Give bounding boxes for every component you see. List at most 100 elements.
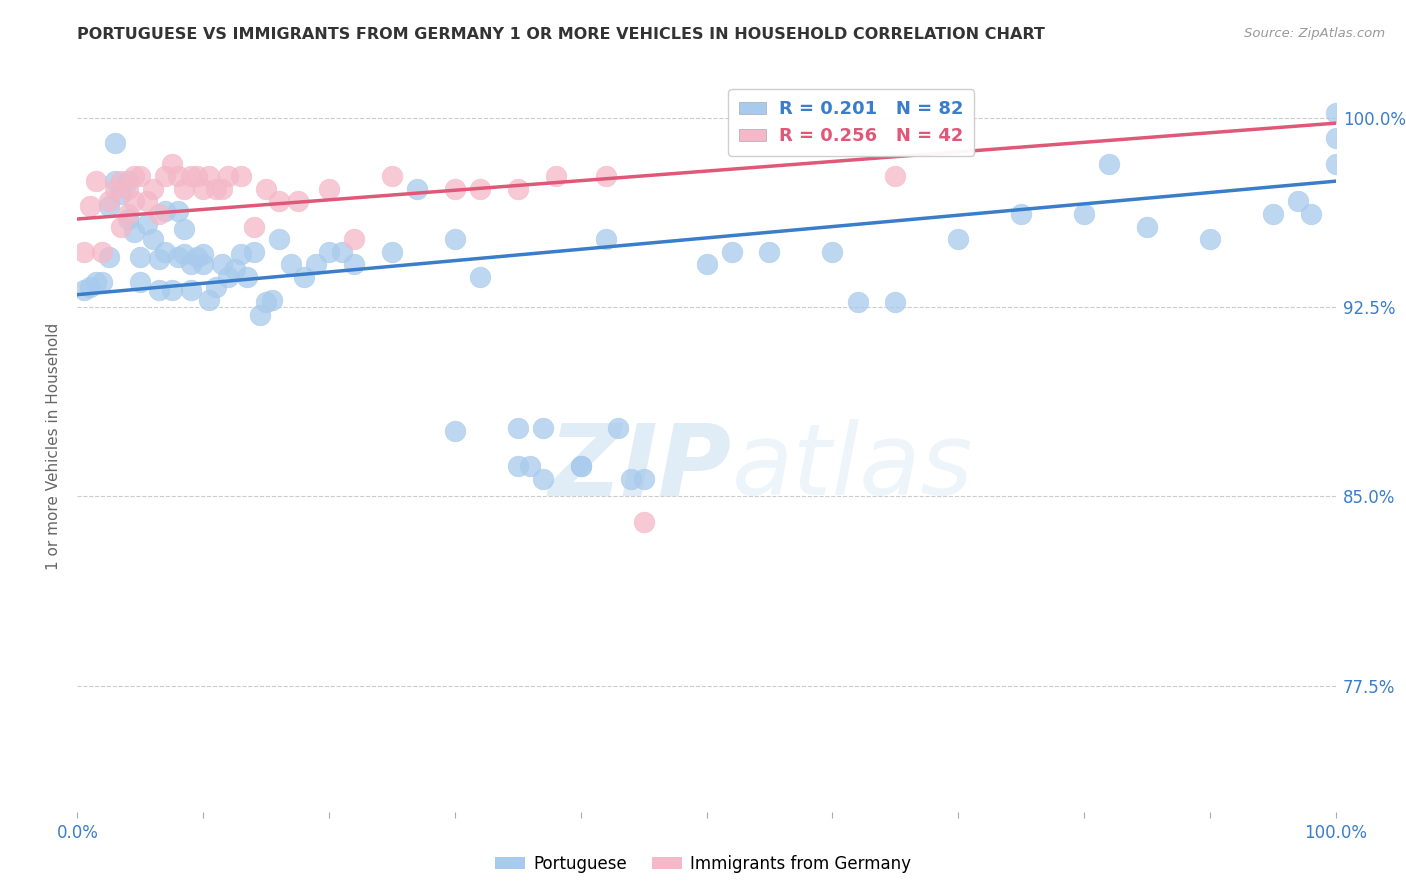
Point xyxy=(229,247,252,261)
Point xyxy=(318,182,340,196)
Point xyxy=(148,283,170,297)
Point xyxy=(330,244,353,259)
Point xyxy=(506,182,529,196)
Point xyxy=(444,424,467,438)
Point xyxy=(97,250,120,264)
Point xyxy=(242,244,264,259)
Point xyxy=(406,182,429,196)
Point xyxy=(122,225,145,239)
Point xyxy=(91,275,114,289)
Point xyxy=(160,283,183,297)
Point xyxy=(129,169,152,183)
Point xyxy=(292,270,315,285)
Point xyxy=(595,169,617,183)
Point xyxy=(607,421,630,435)
Point xyxy=(381,169,404,183)
Point xyxy=(191,257,215,271)
Point xyxy=(167,169,190,183)
Point xyxy=(204,280,226,294)
Point xyxy=(468,182,491,196)
Point xyxy=(224,262,246,277)
Text: Source: ZipAtlas.com: Source: ZipAtlas.com xyxy=(1244,27,1385,40)
Point xyxy=(287,194,309,209)
Point xyxy=(696,257,718,271)
Text: PORTUGUESE VS IMMIGRANTS FROM GERMANY 1 OR MORE VEHICLES IN HOUSEHOLD CORRELATIO: PORTUGUESE VS IMMIGRANTS FROM GERMANY 1 … xyxy=(77,27,1045,42)
Point xyxy=(262,293,284,307)
Point xyxy=(267,232,290,246)
Point xyxy=(91,244,114,259)
Point xyxy=(884,169,907,183)
Point xyxy=(620,472,643,486)
Point xyxy=(160,156,183,170)
Point xyxy=(217,270,239,285)
Point xyxy=(318,244,340,259)
Point xyxy=(72,244,94,259)
Point xyxy=(758,244,780,259)
Point xyxy=(531,472,554,486)
Point xyxy=(1324,131,1347,145)
Point xyxy=(142,182,165,196)
Point xyxy=(167,250,190,264)
Point xyxy=(846,295,869,310)
Point xyxy=(1199,232,1222,246)
Point xyxy=(84,174,107,188)
Point xyxy=(1098,156,1121,170)
Point xyxy=(104,174,127,188)
Point xyxy=(633,515,655,529)
Point xyxy=(519,459,541,474)
Point xyxy=(305,257,328,271)
Point xyxy=(110,219,132,234)
Point xyxy=(117,212,139,227)
Point xyxy=(173,247,195,261)
Point xyxy=(720,244,742,259)
Point xyxy=(1286,194,1309,209)
Point xyxy=(173,222,195,236)
Point xyxy=(1136,219,1159,234)
Point xyxy=(155,169,177,183)
Point xyxy=(249,308,271,322)
Point xyxy=(198,169,221,183)
Point xyxy=(180,169,202,183)
Point xyxy=(569,459,592,474)
Point xyxy=(148,207,170,221)
Point xyxy=(110,174,132,188)
Point xyxy=(595,232,617,246)
Point xyxy=(186,250,208,264)
Point xyxy=(267,194,290,209)
Point xyxy=(117,174,139,188)
Point xyxy=(1324,106,1347,120)
Point xyxy=(948,232,970,246)
Point xyxy=(129,250,152,264)
Point xyxy=(506,459,529,474)
Point xyxy=(242,219,264,234)
Point xyxy=(72,283,94,297)
Point xyxy=(122,169,145,183)
Point xyxy=(198,293,221,307)
Point xyxy=(569,459,592,474)
Point xyxy=(1324,156,1347,170)
Point xyxy=(79,280,101,294)
Point xyxy=(97,199,120,213)
Point xyxy=(186,169,208,183)
Point xyxy=(229,169,252,183)
Text: ZIP: ZIP xyxy=(548,419,731,516)
Point xyxy=(191,247,215,261)
Point xyxy=(110,186,132,201)
Point xyxy=(135,217,157,231)
Point xyxy=(343,257,366,271)
Point xyxy=(204,182,226,196)
Point xyxy=(173,182,195,196)
Point xyxy=(254,295,277,310)
Point xyxy=(468,270,491,285)
Point xyxy=(343,232,366,246)
Point xyxy=(155,244,177,259)
Point xyxy=(117,207,139,221)
Point xyxy=(821,244,844,259)
Point xyxy=(544,169,567,183)
Point xyxy=(122,194,145,209)
Legend: Portuguese, Immigrants from Germany: Portuguese, Immigrants from Germany xyxy=(488,848,918,880)
Text: atlas: atlas xyxy=(731,419,973,516)
Point xyxy=(444,232,467,246)
Point xyxy=(211,182,233,196)
Y-axis label: 1 or more Vehicles in Household: 1 or more Vehicles in Household xyxy=(46,322,62,570)
